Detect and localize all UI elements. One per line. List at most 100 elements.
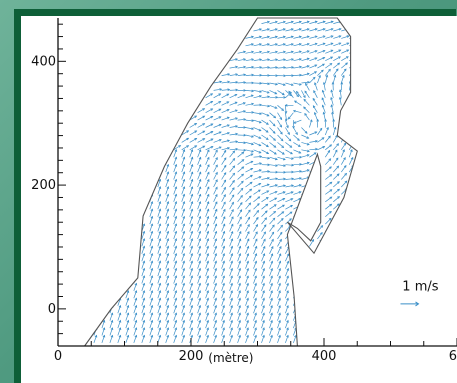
velocity-arrow [237, 238, 242, 247]
velocity-arrow [173, 275, 178, 284]
velocity-arrow [189, 297, 194, 306]
velocity-arrow [301, 65, 310, 69]
velocity-arrow [133, 297, 138, 306]
velocity-arrow [213, 149, 218, 158]
velocity-arrow [141, 245, 146, 254]
velocity-arrow [189, 245, 194, 254]
velocity-arrow [189, 312, 194, 321]
velocity-arrow [261, 319, 265, 329]
velocity-arrow [229, 187, 235, 195]
velocity-arrow [333, 49, 342, 54]
velocity-arrow [149, 223, 154, 232]
velocity-arrow [197, 238, 202, 247]
velocity-arrow [157, 267, 162, 277]
velocity-arrow [157, 245, 162, 254]
velocity-arrow [277, 275, 281, 284]
velocity-arrow [197, 171, 202, 180]
velocity-arrow [181, 208, 186, 217]
velocity-arrow [229, 230, 234, 240]
velocity-arrow [157, 304, 162, 314]
velocity-arrow [261, 74, 271, 77]
velocity-arrow [173, 186, 178, 195]
velocity-arrow [237, 312, 241, 321]
x-axis-label: (mètre) [208, 351, 253, 365]
velocity-arrow [221, 267, 225, 277]
velocity-arrow [277, 112, 283, 121]
velocity-arrow [245, 81, 255, 85]
velocity-arrow [269, 149, 277, 155]
velocity-arrow [317, 42, 326, 47]
velocity-arrow [229, 334, 233, 344]
velocity-arrow [237, 282, 241, 292]
velocity-arrow [317, 74, 321, 84]
velocity-arrow [321, 89, 326, 98]
velocity-arrow [165, 260, 170, 269]
velocity-arrow [285, 198, 294, 203]
velocity-arrow [285, 327, 289, 336]
velocity-arrow [314, 82, 318, 91]
velocity-arrow [229, 73, 239, 76]
velocity-arrow [117, 304, 122, 314]
velocity-arrow [149, 260, 154, 269]
velocity-arrow [181, 245, 186, 254]
velocity-arrow [197, 186, 202, 195]
velocity-arrow [317, 63, 325, 69]
velocity-arrow [149, 267, 154, 277]
velocity-arrow [197, 290, 202, 299]
velocity-arrow [333, 42, 342, 47]
velocity-arrow [253, 43, 262, 47]
velocity-arrow [237, 305, 241, 314]
velocity-arrow [285, 58, 295, 62]
velocity-arrow [245, 119, 255, 123]
velocity-arrow [173, 297, 178, 306]
velocity-arrow [269, 312, 273, 321]
velocity-arrow [253, 267, 257, 277]
velocity-arrow [253, 260, 258, 269]
velocity-arrow [285, 163, 295, 167]
velocity-arrow [213, 116, 222, 121]
velocity-arrow [157, 253, 162, 262]
velocity-arrow [157, 193, 162, 202]
velocity-arrow [245, 160, 254, 166]
velocity-arrow [205, 186, 210, 195]
velocity-arrow [269, 35, 279, 39]
velocity-arrow [333, 35, 342, 39]
velocity-arrow [285, 20, 294, 24]
velocity-arrow [229, 157, 236, 165]
velocity-arrow [173, 319, 178, 329]
velocity-arrow [325, 56, 334, 62]
velocity-arrow [277, 305, 281, 314]
velocity-arrow [261, 112, 270, 117]
velocity-arrow [253, 142, 262, 147]
velocity-arrow [181, 171, 186, 180]
velocity-arrow [261, 66, 271, 69]
velocity-arrow [253, 149, 262, 154]
velocity-arrow [189, 282, 194, 292]
velocity-arrow [304, 113, 310, 121]
velocity-arrow [205, 164, 210, 173]
velocity-arrow [157, 297, 162, 306]
velocity-arrow [277, 217, 284, 225]
velocity-arrow [269, 20, 278, 24]
velocity-arrow [303, 106, 310, 113]
velocity-arrow [245, 290, 249, 299]
velocity-arrow [221, 139, 231, 143]
velocity-arrow [173, 238, 178, 247]
velocity-arrow [189, 223, 194, 232]
velocity-arrow [245, 73, 255, 77]
velocity-arrow [213, 223, 218, 232]
velocity-arrow [341, 62, 348, 69]
velocity-arrow [253, 297, 257, 306]
velocity-arrow [157, 275, 162, 284]
velocity-arrow [317, 225, 324, 232]
velocity-arrow [125, 304, 130, 314]
velocity-arrow [237, 180, 244, 188]
velocity-arrow [261, 197, 269, 203]
velocity-arrow [221, 260, 225, 269]
velocity-arrow [261, 170, 271, 173]
velocity-arrow [173, 282, 178, 292]
velocity-arrow [133, 327, 138, 336]
velocity-arrow [331, 111, 334, 121]
velocity-arrow [237, 126, 247, 129]
velocity-arrow [197, 145, 206, 151]
